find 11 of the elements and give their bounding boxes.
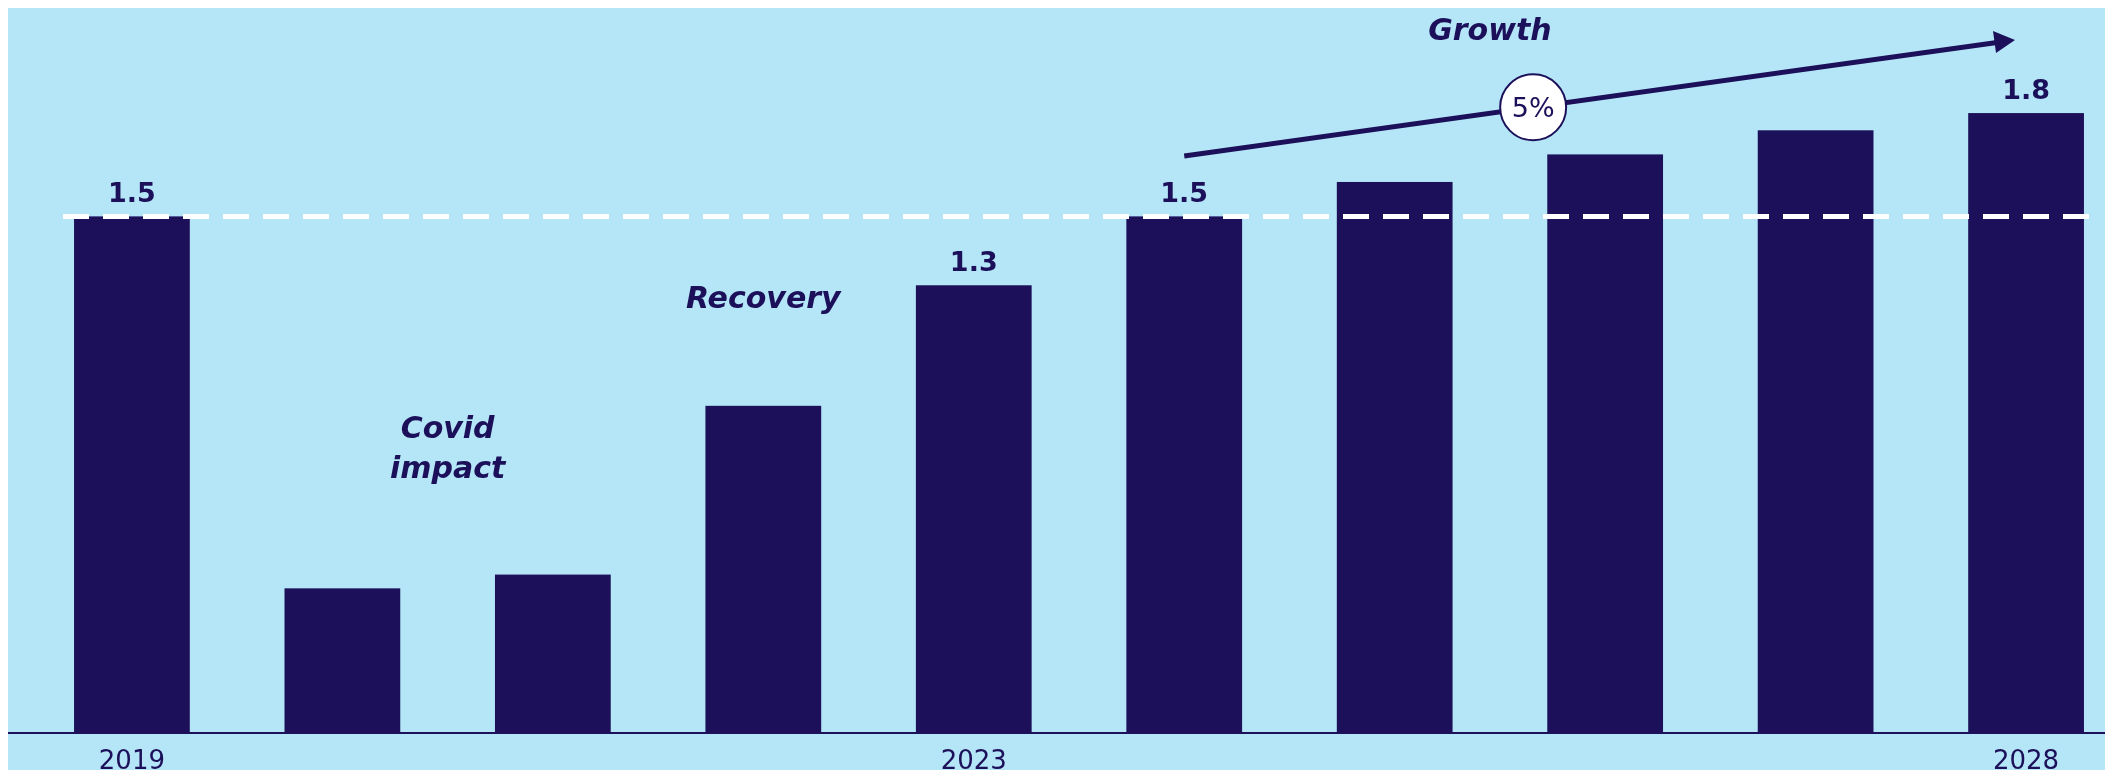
data-label: 1.8 xyxy=(2002,74,2050,106)
text: Growth xyxy=(1428,12,1552,47)
data-label: 1.5 xyxy=(108,177,156,209)
data-label: 1.3 xyxy=(949,246,998,278)
annotation: 5% xyxy=(1511,92,1555,124)
x-tick-label: 2023 xyxy=(940,745,1007,775)
annotation: Recovery xyxy=(686,280,843,315)
x-tick-label: 2028 xyxy=(1992,745,2060,775)
data-label: 1.5 xyxy=(1160,177,1209,209)
x-tick-label: 2019 xyxy=(98,745,166,775)
annotation: Covid impact xyxy=(389,410,507,485)
